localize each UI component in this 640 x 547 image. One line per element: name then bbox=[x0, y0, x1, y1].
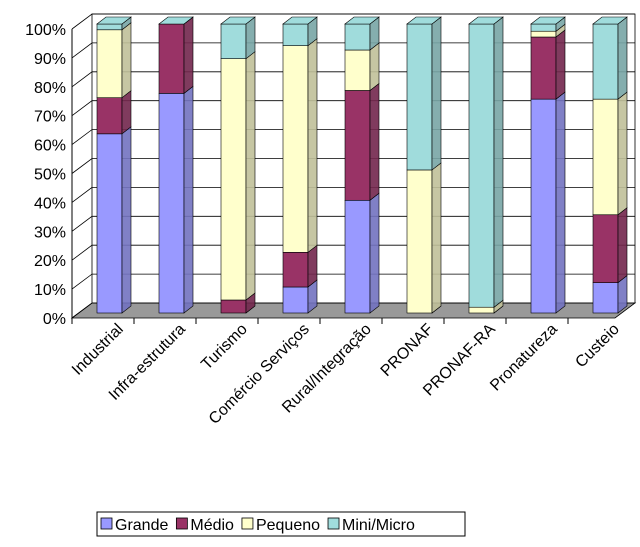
x-tick-label: Industrial bbox=[69, 321, 127, 379]
bar-segment bbox=[592, 23, 619, 100]
bar-segment bbox=[96, 23, 123, 31]
y-tick-label: 30% bbox=[34, 224, 66, 241]
bar-segment bbox=[592, 282, 619, 314]
bar-segment bbox=[592, 214, 619, 283]
bar-segment bbox=[344, 199, 371, 314]
bar-segment bbox=[282, 23, 309, 46]
bar-segment bbox=[282, 286, 309, 314]
x-tick-label: Pronatureza bbox=[487, 321, 561, 395]
grid-line bbox=[71, 13, 635, 30]
bar-top bbox=[592, 16, 628, 25]
bar-segment bbox=[220, 58, 247, 301]
grid-line bbox=[71, 302, 635, 319]
legend-swatch bbox=[327, 517, 340, 530]
bar-segment bbox=[220, 23, 247, 59]
bar-side bbox=[183, 16, 194, 94]
y-tick-label: 90% bbox=[34, 51, 66, 68]
x-tick-label: Turismo bbox=[198, 321, 251, 374]
bar-side bbox=[431, 16, 442, 171]
y-tick-label: 60% bbox=[34, 138, 66, 155]
grid-line bbox=[71, 215, 635, 232]
y-tick-label: 40% bbox=[34, 195, 66, 212]
y-tick-label: 80% bbox=[34, 80, 66, 97]
bar-segment bbox=[530, 36, 557, 100]
bar-side bbox=[121, 126, 132, 314]
bar-side bbox=[121, 90, 132, 135]
bar-segment bbox=[530, 23, 557, 32]
grid-line bbox=[71, 244, 635, 261]
grid-line bbox=[71, 186, 635, 203]
grid-line bbox=[71, 158, 635, 174]
x-tick-label: PRONAF bbox=[378, 321, 437, 380]
bar-segment bbox=[592, 98, 619, 216]
bar-segment bbox=[406, 169, 433, 314]
bar-side bbox=[121, 22, 132, 99]
bar-side bbox=[431, 162, 442, 314]
bar-segment bbox=[282, 252, 309, 288]
x-tick-label: Custeio bbox=[572, 321, 622, 371]
bar-side bbox=[617, 207, 628, 284]
bar-segment bbox=[96, 29, 123, 98]
grid-line bbox=[71, 42, 635, 59]
bar-side bbox=[493, 16, 504, 308]
bar-segment bbox=[468, 23, 495, 308]
bar-side bbox=[617, 16, 628, 100]
bar-segment bbox=[468, 306, 495, 314]
bar-side bbox=[369, 42, 380, 92]
grid-line bbox=[71, 100, 635, 117]
bar-segment bbox=[158, 93, 185, 314]
bar-top bbox=[158, 16, 194, 25]
legend bbox=[96, 511, 466, 537]
legend-swatch bbox=[241, 517, 254, 530]
legend-label: Pequeno bbox=[256, 517, 320, 534]
bar-side bbox=[307, 38, 318, 253]
bar-segment bbox=[344, 49, 371, 91]
y-tick-label: 0% bbox=[43, 311, 66, 328]
bar-side bbox=[617, 91, 628, 216]
bar-top bbox=[282, 16, 318, 25]
bar-side bbox=[369, 192, 380, 314]
bar-segment bbox=[530, 30, 557, 38]
bar-segment bbox=[220, 299, 247, 314]
bar-top bbox=[96, 16, 132, 25]
bar-segment bbox=[96, 133, 123, 314]
bar-top bbox=[406, 16, 442, 25]
grid-line bbox=[71, 129, 635, 145]
bar-segment bbox=[158, 23, 185, 94]
bar-segment bbox=[96, 97, 123, 135]
grid-line bbox=[71, 71, 635, 88]
bar-side bbox=[555, 29, 566, 100]
bar-top bbox=[530, 16, 566, 25]
legend-label: Grande bbox=[115, 517, 168, 534]
bar-segment bbox=[406, 23, 433, 171]
y-tick-label: 100% bbox=[25, 22, 66, 39]
bar-side bbox=[245, 51, 256, 301]
y-tick-label: 70% bbox=[34, 109, 66, 126]
bar-top bbox=[468, 16, 504, 25]
bar-side bbox=[183, 85, 194, 314]
bar-segment bbox=[530, 98, 557, 314]
y-tick-label: 50% bbox=[34, 167, 66, 184]
y-tick-label: 20% bbox=[34, 253, 66, 270]
legend-label: Médio bbox=[190, 517, 234, 534]
legend-label: Mini/Micro bbox=[342, 517, 415, 534]
y-tick-label: 10% bbox=[34, 282, 66, 299]
bar-top bbox=[220, 16, 256, 25]
bar-side bbox=[369, 82, 380, 201]
bar-segment bbox=[344, 23, 371, 51]
bar-segment bbox=[282, 45, 309, 253]
bar-side bbox=[555, 91, 566, 314]
bar-top bbox=[344, 16, 380, 25]
grid-line bbox=[71, 273, 635, 290]
legend-swatch bbox=[100, 517, 113, 530]
legend-swatch bbox=[175, 517, 188, 530]
bar-segment bbox=[344, 90, 371, 201]
